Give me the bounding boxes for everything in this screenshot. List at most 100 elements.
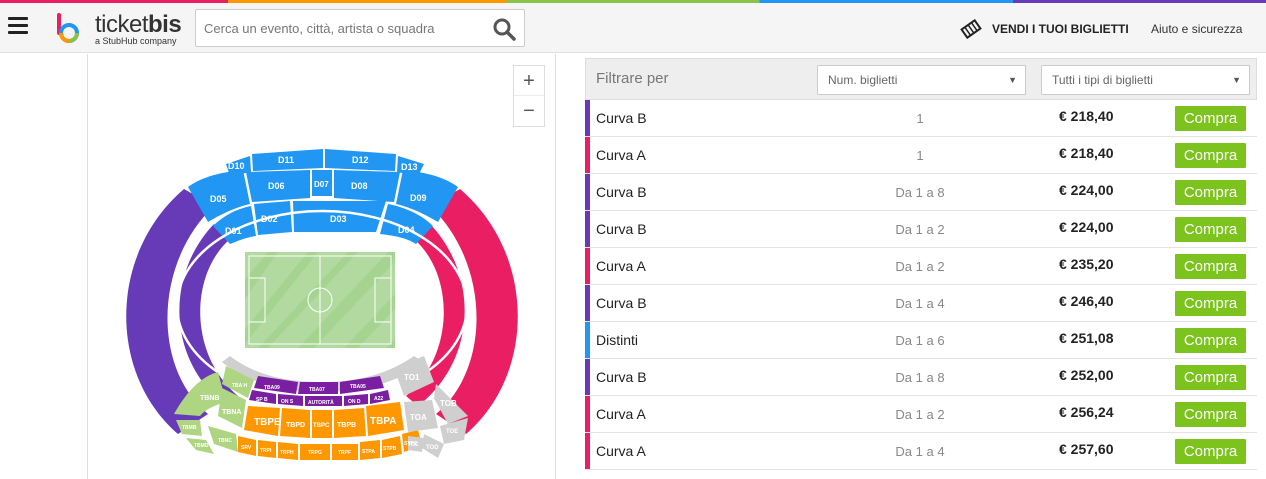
listing-row[interactable]: Curva A Da 1 a 2 € 235,20 Compra bbox=[585, 248, 1257, 285]
section-tbah[interactable] bbox=[222, 366, 254, 398]
section-tbpe[interactable] bbox=[244, 406, 280, 436]
section-ons[interactable] bbox=[278, 394, 303, 406]
search-icon[interactable] bbox=[492, 17, 516, 41]
label-tba09: TBA09 bbox=[264, 385, 280, 391]
ticket-type-select[interactable]: Tutti i tipi di biglietti ▼ bbox=[1041, 65, 1250, 95]
buy-button[interactable]: Compra bbox=[1175, 254, 1246, 279]
listing-row[interactable]: Curva A Da 1 a 4 € 257,60 Compra bbox=[585, 433, 1257, 470]
section-toe[interactable] bbox=[440, 418, 468, 444]
section-srv[interactable] bbox=[238, 436, 256, 456]
buy-button[interactable]: Compra bbox=[1175, 106, 1246, 131]
listing-row[interactable]: Curva B Da 1 a 8 € 224,00 Compra bbox=[585, 174, 1257, 211]
buy-button[interactable]: Compra bbox=[1175, 180, 1246, 205]
buy-button[interactable]: Compra bbox=[1175, 143, 1246, 168]
zoom-in-button[interactable]: + bbox=[514, 66, 544, 96]
filter-bar: Filtrare per Num. biglietti ▼ Tutti i ti… bbox=[585, 58, 1257, 100]
label-tbah: TBA H bbox=[232, 383, 247, 389]
section-ond[interactable] bbox=[344, 394, 368, 406]
buy-button[interactable]: Compra bbox=[1175, 402, 1246, 427]
section-d07[interactable] bbox=[312, 170, 332, 196]
section-tbpc[interactable] bbox=[312, 410, 332, 438]
label-d08: D08 bbox=[351, 181, 368, 191]
buy-button[interactable]: Compra bbox=[1175, 439, 1246, 464]
menu-icon[interactable] bbox=[8, 17, 28, 35]
buy-button[interactable]: Compra bbox=[1175, 365, 1246, 390]
buy-button[interactable]: Compra bbox=[1175, 217, 1246, 242]
sell-tickets-link[interactable]: VENDI I TUOI BIGLIETTI bbox=[960, 19, 1129, 39]
section-a22[interactable] bbox=[370, 390, 390, 404]
num-tickets-value: Num. biglietti bbox=[828, 73, 898, 87]
zoom-out-button[interactable]: − bbox=[523, 100, 535, 122]
section-stpb[interactable] bbox=[382, 436, 402, 458]
listing-row[interactable]: Distinti Da 1 a 6 € 251,08 Compra bbox=[585, 322, 1257, 359]
section-d02[interactable] bbox=[254, 201, 292, 235]
sector-color-bar bbox=[585, 396, 590, 432]
listing-row[interactable]: Curva B Da 1 a 4 € 246,40 Compra bbox=[585, 285, 1257, 322]
listing-rows: Curva B 1 € 218,40 Compra Curva A 1 € 218,40 Co… bbox=[585, 100, 1257, 470]
section-trpf[interactable] bbox=[332, 444, 358, 460]
section-d10[interactable] bbox=[226, 156, 251, 176]
search-input[interactable] bbox=[196, 10, 486, 46]
section-autorita[interactable] bbox=[305, 396, 342, 406]
section-curva-b-outer[interactable] bbox=[126, 189, 214, 434]
section-tbmd[interactable] bbox=[186, 438, 214, 454]
section-toa[interactable] bbox=[404, 400, 438, 432]
section-d01[interactable] bbox=[213, 206, 256, 244]
stadium-map[interactable]: D10 D11 D12 D13 D05 D06 D07 D08 D09 D01 … bbox=[118, 144, 528, 474]
section-d08[interactable] bbox=[334, 170, 400, 202]
listing-sector: Curva A bbox=[596, 443, 646, 459]
section-tbmb[interactable] bbox=[176, 420, 202, 436]
section-d03[interactable] bbox=[293, 201, 386, 232]
label-a22: A22 bbox=[374, 396, 383, 402]
sector-color-bar bbox=[585, 285, 590, 321]
section-tba05[interactable] bbox=[340, 376, 384, 394]
section-tbpb[interactable] bbox=[334, 408, 366, 438]
buy-button[interactable]: Compra bbox=[1175, 328, 1246, 353]
section-tbna[interactable] bbox=[218, 388, 246, 428]
chevron-down-icon: ▼ bbox=[1008, 75, 1017, 85]
section-d12[interactable] bbox=[325, 149, 396, 171]
section-tba09[interactable] bbox=[254, 376, 298, 394]
help-link[interactable]: Aiuto e sicurezza bbox=[1151, 22, 1243, 36]
section-trph[interactable] bbox=[278, 442, 298, 460]
label-tba07: TBA07 bbox=[309, 387, 325, 393]
label-tbnb: TBNB bbox=[200, 395, 219, 402]
section-tba07[interactable] bbox=[298, 382, 338, 394]
section-trpg[interactable] bbox=[300, 444, 330, 460]
section-stpa[interactable] bbox=[360, 440, 380, 460]
listing-sector: Distinti bbox=[596, 332, 639, 348]
ticketbis-logo[interactable]: ticketbis a StubHub company bbox=[55, 11, 185, 47]
section-tbnc[interactable] bbox=[208, 426, 238, 452]
section-d06[interactable] bbox=[246, 170, 310, 202]
buy-button[interactable]: Compra bbox=[1175, 291, 1246, 316]
listing-row[interactable]: Curva A Da 1 a 2 € 256,24 Compra bbox=[585, 396, 1257, 433]
label-tbpa: TBPA bbox=[370, 416, 396, 427]
section-to1[interactable] bbox=[394, 356, 434, 396]
sector-color-bar bbox=[585, 211, 590, 247]
section-curva-a-outer[interactable] bbox=[430, 189, 518, 434]
logo-mark-icon bbox=[57, 13, 79, 43]
listing-row[interactable]: Curva B 1 € 218,40 Compra bbox=[585, 100, 1257, 137]
section-tod[interactable] bbox=[422, 434, 444, 458]
listing-row[interactable]: Curva B Da 1 a 8 € 252,00 Compra bbox=[585, 359, 1257, 396]
section-spb[interactable] bbox=[249, 390, 276, 404]
section-curva-b-inner[interactable] bbox=[179, 224, 238, 406]
section-d04[interactable] bbox=[380, 204, 433, 244]
num-tickets-select[interactable]: Num. biglietti ▼ bbox=[817, 65, 1026, 95]
label-tob: TOB bbox=[440, 399, 457, 408]
section-tbpa[interactable] bbox=[366, 402, 404, 436]
section-toc[interactable] bbox=[408, 436, 424, 452]
section-d09[interactable] bbox=[396, 170, 458, 222]
listing-row[interactable]: Curva A 1 € 218,40 Compra bbox=[585, 137, 1257, 174]
section-d05[interactable] bbox=[188, 170, 250, 222]
listing-price: € 251,08 bbox=[1059, 330, 1114, 346]
listing-row[interactable]: Curva B Da 1 a 2 € 224,00 Compra bbox=[585, 211, 1257, 248]
label-d04: D04 bbox=[398, 225, 415, 235]
section-tbpd[interactable] bbox=[280, 408, 310, 438]
section-tob[interactable] bbox=[434, 384, 468, 424]
section-curva-a-inner[interactable] bbox=[406, 224, 465, 406]
label-toc: TOC bbox=[408, 442, 419, 448]
section-trpi[interactable] bbox=[258, 440, 276, 458]
section-tbnb[interactable] bbox=[174, 372, 226, 416]
section-d11[interactable] bbox=[252, 149, 323, 171]
